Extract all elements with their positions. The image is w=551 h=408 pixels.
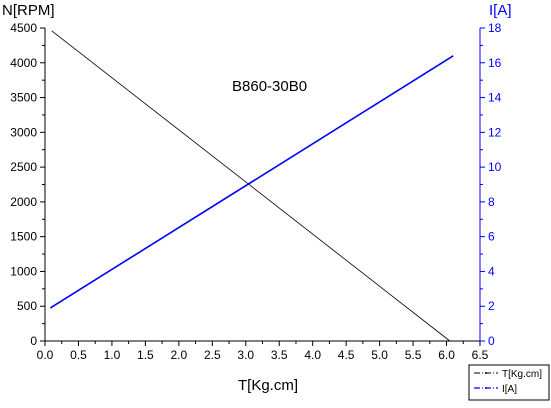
legend-marker-current [485,387,487,389]
x-tick-label: 1.5 [137,348,154,362]
series-line-current [49,55,454,309]
y-left-tick-label: 2000 [10,195,37,209]
legend-label-torque: T[Kg.cm] [502,369,542,380]
chart-annotation: B860-30B0 [232,78,307,95]
x-tick-label: 0.5 [70,348,87,362]
y-right-tick-label: 8 [488,195,495,209]
legend-label-current: I[A] [502,384,517,395]
x-tick-label: 4.5 [338,348,355,362]
y-left-axis-label: N[RPM] [2,2,55,19]
y-right-tick-label: 6 [488,230,495,244]
y-left-tick-label: 0 [30,334,37,348]
legend-marker-torque [485,372,487,374]
y-right-tick-label: 10 [488,160,502,174]
series-line-torque-rpm [51,30,451,342]
y-left-tick-label: 3000 [10,125,37,139]
x-tick-label: 2.5 [204,348,221,362]
y-left-tick-label: 4000 [10,56,37,70]
y-right-tick-label: 14 [488,91,502,105]
y-left-tick-label: 500 [17,299,37,313]
x-tick-label: 5.0 [371,348,388,362]
y-right-tick-label: 2 [488,299,495,313]
y-left-tick-label: 1500 [10,230,37,244]
y-left-tick-label: 2500 [10,160,37,174]
y-left-tick-label: 1000 [10,264,37,278]
x-tick-label: 6.5 [472,348,489,362]
y-right-axis-label: I[A] [489,2,512,19]
y-right-tick-label: 16 [488,56,502,70]
y-left-tick-label: 4500 [10,21,37,35]
x-tick-label: 4.0 [304,348,321,362]
x-tick-label: 3.0 [237,348,254,362]
x-tick-label: 1.0 [104,348,121,362]
x-tick-label: 6.0 [438,348,455,362]
legend-box [468,364,550,401]
y-right-tick-label: 0 [488,334,495,348]
y-left-tick-label: 3500 [10,91,37,105]
x-tick-label: 2.0 [171,348,188,362]
y-right-tick-label: 12 [488,125,502,139]
x-tick-label: 0.0 [37,348,54,362]
legend: T[Kg.cm] I[A] [468,364,550,401]
x-tick-label: 3.5 [271,348,288,362]
x-tick-label: 5.5 [405,348,422,362]
y-right-tick-label: 4 [488,264,495,278]
y-right-tick-label: 18 [488,21,502,35]
x-axis-label: T[Kg.cm] [238,377,298,394]
